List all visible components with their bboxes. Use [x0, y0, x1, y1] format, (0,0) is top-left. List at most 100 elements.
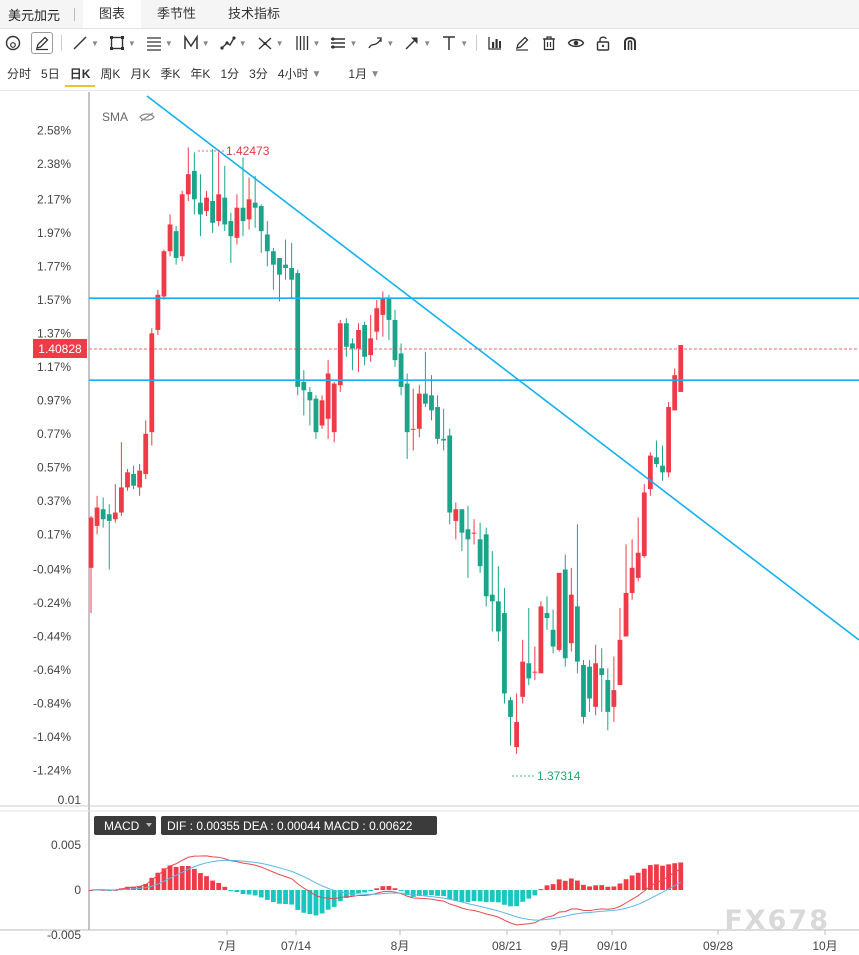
y-tick-label: 0.37%	[37, 494, 71, 508]
drawing-objects[interactable]	[89, 95, 859, 641]
macd-histogram-bar	[289, 890, 295, 905]
macd-histogram-bar	[429, 890, 434, 896]
pencil-icon[interactable]	[31, 32, 53, 54]
y-tick-label: -0.64%	[33, 663, 71, 677]
period-3min[interactable]: 3分	[249, 67, 268, 81]
line-icon[interactable]: ▼	[71, 34, 99, 52]
range-dropdown-icon[interactable]: ▼	[370, 68, 380, 80]
text-icon[interactable]: ▼	[440, 34, 468, 52]
macd-histogram-bar	[508, 890, 513, 907]
indicator-icon[interactable]	[486, 34, 504, 52]
candle-body	[629, 567, 635, 593]
macd-histogram-bar	[228, 890, 234, 891]
rectangle-icon[interactable]: ▼	[108, 34, 136, 52]
period-5d[interactable]: 5日	[41, 67, 60, 81]
macd-histogram-bar	[325, 890, 331, 910]
candle-body	[654, 457, 659, 464]
candle-body	[167, 224, 173, 252]
candle-body	[143, 433, 149, 475]
current-price-value: 1.40828	[38, 342, 82, 356]
candle-body	[532, 671, 538, 673]
candle-body	[465, 529, 471, 540]
candle-body	[429, 395, 434, 411]
measure-icon[interactable]: ▼	[256, 34, 284, 52]
macd-histogram-bar	[301, 890, 307, 913]
period-dropdown-icon[interactable]: ▼	[311, 68, 322, 80]
pattern-icon[interactable]: ▼	[182, 34, 210, 52]
macd-histogram-bar	[283, 890, 288, 905]
macd-histogram-bar	[581, 884, 586, 890]
y-tick-label: -0.44%	[33, 630, 71, 644]
tab-seasonality[interactable]: 季节性	[157, 6, 197, 21]
candle-body	[149, 333, 155, 433]
period-yearly[interactable]: 年K	[190, 67, 211, 81]
period-intraday[interactable]: 分时	[7, 67, 32, 81]
macd-dropdown-icon	[146, 823, 152, 827]
trash-icon[interactable]	[540, 34, 558, 52]
period-1min[interactable]: 1分	[220, 67, 240, 81]
edit-icon[interactable]	[513, 34, 531, 52]
macd-histogram-bar	[210, 880, 215, 890]
range-selector[interactable]: 1月	[348, 67, 368, 81]
candle-body	[100, 509, 106, 520]
macd-histogram-bar	[520, 890, 526, 902]
macd-histogram-bar	[362, 890, 367, 893]
candle-body	[398, 353, 404, 387]
unlock-icon[interactable]	[594, 34, 612, 52]
period-4hour[interactable]: 4小时	[277, 67, 309, 81]
toolbar-divider	[476, 35, 478, 51]
macd-histogram-bar	[629, 875, 635, 890]
macd-histogram-bar	[568, 878, 574, 890]
macd-histogram-bar	[271, 890, 276, 903]
macd-panel: MACD DIF : 0.00355 DEA : 0.00044 MACD : 0…	[47, 793, 684, 942]
macd-histogram-bar	[441, 890, 447, 897]
candle-body	[435, 407, 440, 439]
arrow-icon[interactable]: ▼	[403, 34, 431, 52]
macd-histogram-bar	[435, 890, 440, 896]
macd-histogram-bar	[410, 890, 416, 897]
candle-body	[258, 206, 264, 232]
macd-histogram-bar	[532, 890, 538, 896]
macd-histogram-bar	[173, 866, 179, 890]
y-tick-label: -1.04%	[33, 730, 71, 744]
macd-histogram-bar	[88, 890, 94, 891]
macd-histogram-bar	[319, 890, 325, 914]
period-weekly[interactable]: 周K	[100, 67, 121, 81]
y-tick-label: 1.97%	[37, 226, 71, 240]
eye-icon[interactable]	[567, 34, 585, 52]
period-daily[interactable]: 日K	[64, 61, 96, 87]
y-tick-label: 1.37%	[37, 326, 71, 340]
reset-view-icon[interactable]	[4, 34, 22, 52]
macd-dea-line	[90, 859, 682, 921]
tab-technical-indicators[interactable]: 技术指标	[228, 6, 281, 21]
candle-body	[599, 668, 605, 676]
path-icon[interactable]: ▼	[219, 34, 247, 52]
fib-icon[interactable]: ▼	[145, 34, 173, 52]
macd-histogram-bar	[635, 872, 641, 890]
macd-histogram-bar	[477, 890, 483, 902]
time-axis: 7月 07/14 8月 08/21 9月 09/10 09/28 10月 FX678	[218, 905, 838, 953]
macd-histogram-bar	[423, 890, 428, 896]
candle-body	[611, 690, 617, 707]
candle-body	[453, 509, 459, 521]
magnet-icon[interactable]	[621, 34, 639, 52]
macd-y-tick-label: 0	[74, 883, 81, 897]
y-tick-label: -0.04%	[33, 563, 71, 577]
candle-body	[125, 472, 130, 488]
macd-histogram-bar	[654, 864, 659, 890]
x-tick-label: 09/28	[703, 939, 733, 953]
candle-body	[331, 383, 337, 433]
brush-icon[interactable]: ▼	[366, 34, 394, 52]
period-quarterly[interactable]: 季K	[160, 67, 181, 81]
macd-histogram-bar	[678, 862, 684, 890]
candle-body	[556, 572, 562, 650]
period-monthly[interactable]: 月K	[130, 67, 151, 81]
channel-icon[interactable]: ▼	[329, 34, 357, 52]
tab-chart[interactable]: 图表	[83, 0, 142, 28]
bars-icon[interactable]: ▼	[293, 34, 320, 52]
macd-histogram-bar	[337, 890, 343, 902]
candle-body	[520, 661, 526, 697]
macd-histogram-bar	[240, 890, 246, 895]
candle-body	[88, 517, 94, 568]
